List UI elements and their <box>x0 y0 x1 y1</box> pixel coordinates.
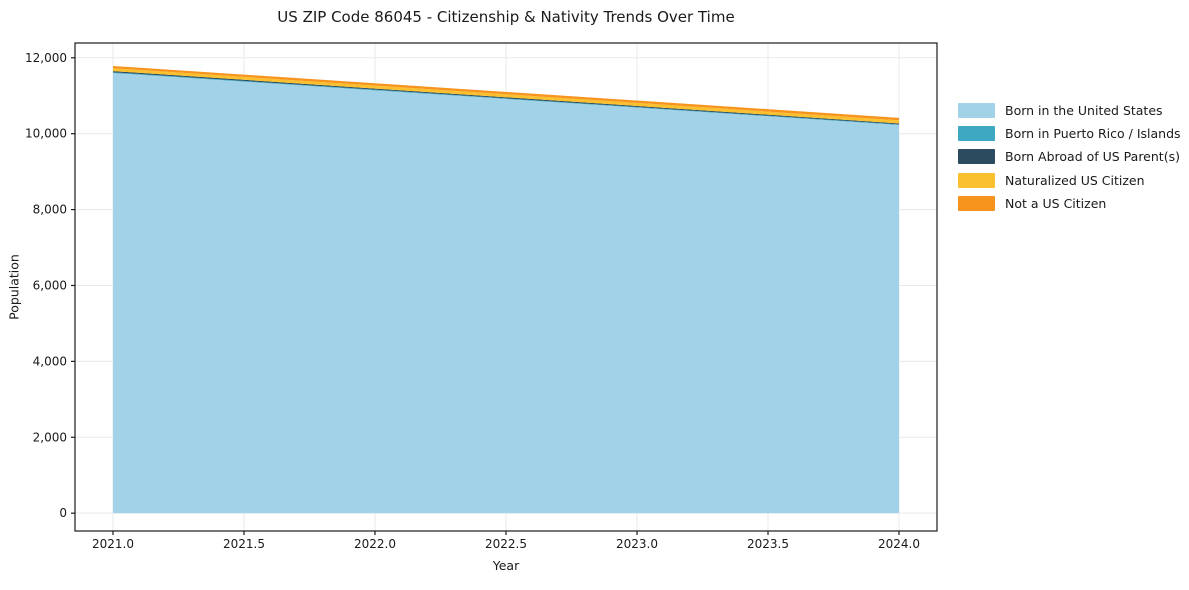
area-born-abroad-of-us-parent-s <box>112 71 900 125</box>
area-naturalized-us-citizen <box>112 68 900 124</box>
area-born-in-the-united-states <box>112 72 900 514</box>
chart-title: US ZIP Code 86045 - Citizenship & Nativi… <box>277 8 735 26</box>
x-tick-label: 2023.5 <box>747 537 789 551</box>
x-tick-label: 2021.5 <box>223 537 265 551</box>
legend-label: Not a US Citizen <box>1005 195 1107 211</box>
legend: Born in the United States Born in Puerto … <box>958 99 1181 215</box>
legend-item-born-abroad-of-us-parent-s: Born Abroad of US Parent(s) <box>958 145 1181 168</box>
x-tick-label: 2021.0 <box>92 537 134 551</box>
y-tick-label: 8,000 <box>33 203 67 217</box>
legend-item-not-a-us-citizen: Not a US Citizen <box>958 192 1181 215</box>
legend-swatch <box>958 172 995 188</box>
x-axis-label: Year <box>492 558 520 573</box>
y-tick-label: 0 <box>59 506 67 520</box>
legend-label: Born in Puerto Rico / Islands <box>1005 126 1181 142</box>
legend-label: Born Abroad of US Parent(s) <box>1005 149 1180 165</box>
legend-swatch <box>958 126 995 142</box>
y-tick-label: 12,000 <box>25 51 67 65</box>
legend-label: Naturalized US Citizen <box>1005 172 1145 188</box>
x-tick-label: 2022.5 <box>485 537 527 551</box>
y-tick-label: 10,000 <box>25 127 67 141</box>
x-tick-label: 2022.0 <box>354 537 396 551</box>
y-tick-label: 4,000 <box>33 354 67 368</box>
y-tick-label: 2,000 <box>33 430 67 444</box>
area-born-in-puerto-rico-islands <box>112 72 900 125</box>
area-not-a-us-citizen <box>112 65 900 121</box>
y-axis-label: Population <box>6 254 22 320</box>
y-tick-label: 6,000 <box>33 278 67 292</box>
legend-label: Born in the United States <box>1005 103 1163 119</box>
legend-swatch <box>958 195 995 211</box>
legend-swatch <box>958 103 995 119</box>
legend-item-born-in-the-united-states: Born in the United States <box>958 99 1181 122</box>
legend-swatch <box>958 149 995 165</box>
x-tick-label: 2024.0 <box>878 537 920 551</box>
legend-item-born-in-puerto-rico-islands: Born in Puerto Rico / Islands <box>958 122 1181 145</box>
legend-item-naturalized-us-citizen: Naturalized US Citizen <box>958 169 1181 192</box>
x-tick-label: 2023.0 <box>616 537 658 551</box>
